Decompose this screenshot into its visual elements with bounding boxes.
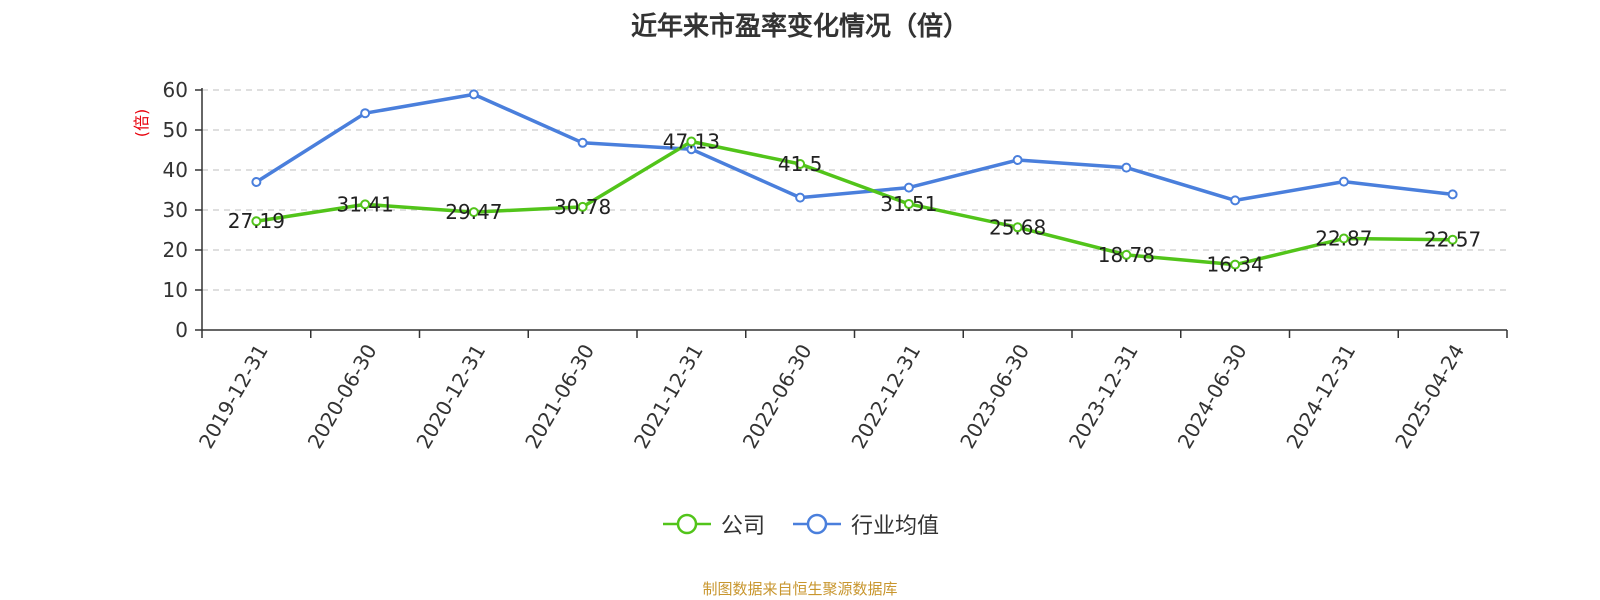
x-tick-label: 2020-06-30 [303,340,382,453]
y-tick-label: 30 [163,198,188,222]
data-point [903,198,914,209]
legend-item[interactable]: 公司 [661,508,765,540]
data-label: 30.78 [554,195,611,219]
y-axis-label: (倍) [132,109,151,138]
grid-lines [202,89,1507,291]
data-label: 41.5 [778,152,823,176]
series-line [255,92,1453,203]
data-point [468,89,479,100]
source-note: 制图数据来自恒生聚源数据库 [702,580,898,598]
x-tick-label: 2022-06-30 [738,340,817,453]
chart-title: 近年来市盈率变化情况（倍） [630,12,969,42]
x-tick-label: 2019-12-31 [194,340,273,453]
x-tick-label: 2023-06-30 [955,340,1034,453]
x-tick-label: 2024-06-30 [1173,340,1252,453]
data-point [468,207,479,218]
data-point [360,199,371,210]
data-point [1121,249,1132,260]
y-tick-label: 20 [163,238,188,262]
data-label: 22.87 [1315,227,1372,251]
data-point [1230,259,1241,270]
data-label: 18.78 [1098,243,1155,267]
legend: 公司 行业均值 [0,508,1600,540]
x-tick-label: 2024-12-31 [1281,340,1360,453]
data-point [577,137,588,148]
data-label: 25.68 [989,215,1046,239]
y-tick-label: 50 [163,118,188,142]
data-point [903,182,914,193]
data-point [251,216,262,227]
x-tick-label: 2023-12-31 [1064,340,1143,453]
data-label: 27.19 [228,209,285,233]
y-tick-label: 10 [163,278,188,302]
data-label: 31.41 [336,192,393,216]
x-tick-label: 2022-12-31 [846,340,925,453]
data-point [1338,176,1349,187]
legend-label: 行业均值 [851,514,940,539]
data-point [1012,155,1023,165]
data-label: 47.13 [663,129,720,153]
data-point [577,201,588,212]
data-point [1447,189,1458,200]
data-point [795,192,806,203]
data-point [1012,222,1023,233]
legend-item[interactable]: 行业均值 [791,508,939,540]
x-tick-label: 2025-04-24 [1390,340,1469,453]
x-tick-label: 2021-12-31 [629,340,708,453]
data-label: 16.34 [1206,253,1263,277]
data-labels: 27.19 31.41 29.47 30.78 47.13 41.5 31.51 25.68 1… [228,129,1482,276]
y-tick-label: 0 [175,318,188,342]
y-tick-label: 60 [163,78,188,102]
series-line [256,139,1453,267]
data-label: 22.57 [1424,228,1481,252]
data-point [686,136,697,147]
data-point [251,177,262,187]
legend-line-marker-icon [793,513,841,535]
data-label: 29.47 [445,200,502,224]
data-point [795,159,806,169]
x-tick-label: 2020-12-31 [411,340,490,453]
data-point [1447,234,1458,245]
x-tick-label: 2021-06-30 [520,340,599,453]
data-point [1338,233,1349,244]
data-point [360,108,371,119]
legend-line-marker-icon [662,513,711,535]
series-lines [251,89,1458,270]
data-label: 31.51 [880,192,937,216]
data-point [1121,162,1132,173]
legend-label: 公司 [720,514,765,539]
y-tick-label: 40 [163,158,188,182]
data-point [1230,195,1241,206]
axes: 0 10 20 30 40 50 60 2019-12-31 2020-06-30 2020-12… [163,78,1508,453]
